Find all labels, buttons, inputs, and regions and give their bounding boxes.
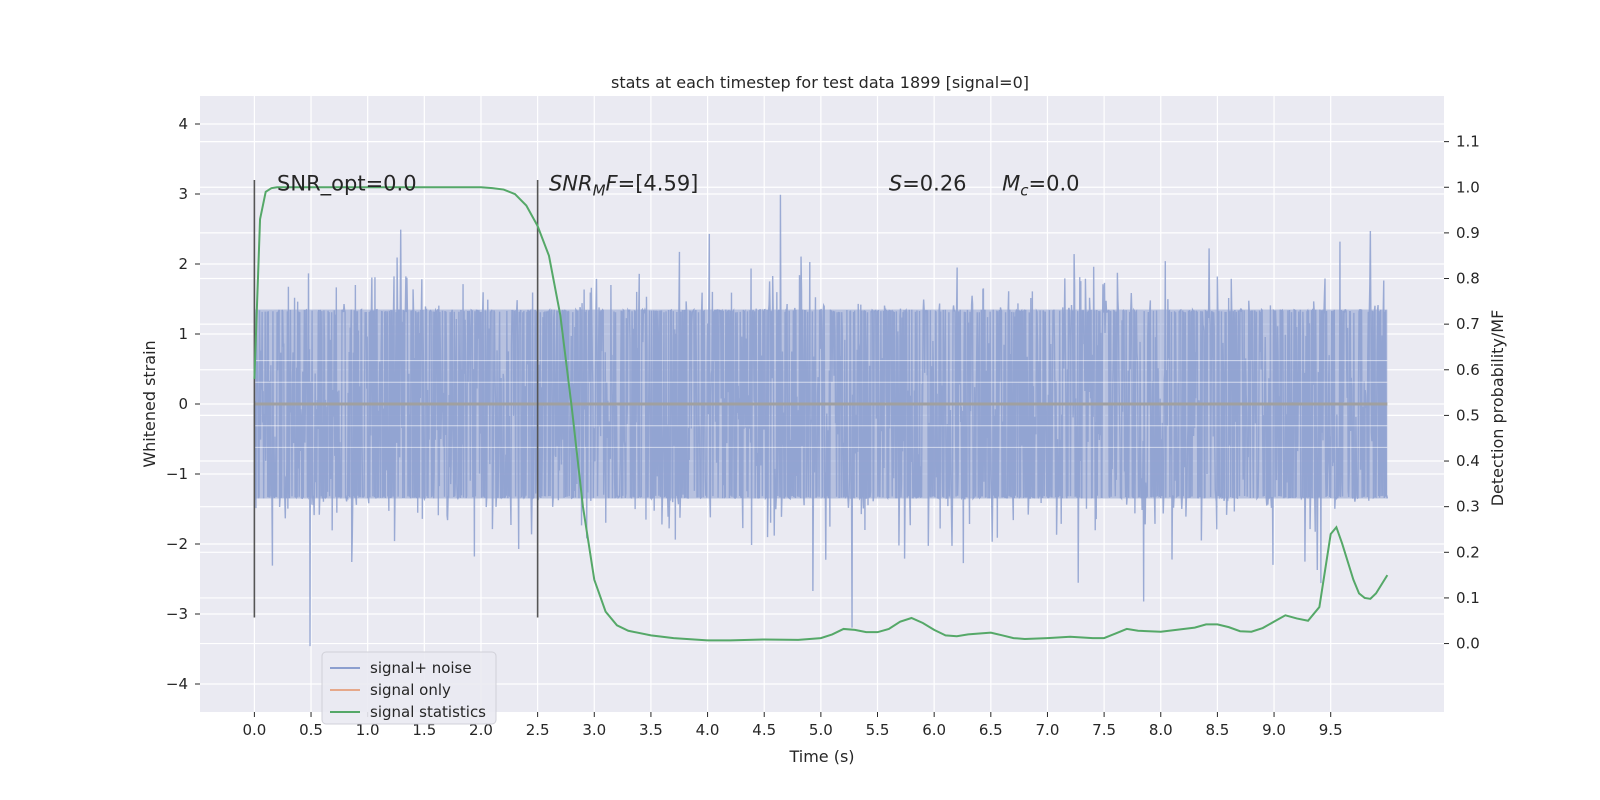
series-signal-statistics bbox=[253, 186, 1389, 642]
y-tick-label: −4 bbox=[166, 675, 188, 693]
y-right-tick-label: 0.1 bbox=[1456, 589, 1480, 607]
x-tick-label: 6.5 bbox=[979, 721, 1003, 739]
x-tick-label: 3.0 bbox=[582, 721, 606, 739]
y-right-tick-label: 0.2 bbox=[1456, 543, 1480, 561]
axes: 0.0 0.5 1.0 1.5 2.0 2.5 3.0 3.5 4.0 4.5 5.0 5.5 6.0 6… bbox=[140, 73, 1507, 766]
y-tick-label: 4 bbox=[178, 115, 188, 133]
legend-label: signal only bbox=[370, 681, 451, 699]
x-axis-label: Time (s) bbox=[788, 747, 854, 766]
y-right-tick-label: 0.5 bbox=[1456, 406, 1480, 424]
x-tick-label: 7.0 bbox=[1036, 721, 1060, 739]
y-tick-label: −3 bbox=[166, 605, 188, 623]
annotation-snr-opt: SNR_opt=0.0 bbox=[277, 172, 417, 197]
x-tick-label: 3.5 bbox=[639, 721, 663, 739]
y-right-tick-label: 0.3 bbox=[1456, 498, 1480, 516]
annotation-snr-mf: SNRMF=[4.59] bbox=[549, 172, 698, 200]
legend-label: signal+ noise bbox=[370, 659, 472, 677]
y-right-tick-label: 0.8 bbox=[1456, 270, 1480, 288]
x-tick-label: 6.0 bbox=[922, 721, 946, 739]
y-tick-label: 1 bbox=[178, 325, 188, 343]
plot-area: SNR_opt=0.0 SNRMF=[4.59] S=0.26 Mc=0.0 bbox=[253, 172, 1389, 647]
x-tick-label: 2.5 bbox=[526, 721, 550, 739]
y-tick-label: 0 bbox=[178, 395, 188, 413]
y-axis-label: Whitened strain bbox=[140, 340, 159, 467]
y-right-tick-label: 1.0 bbox=[1456, 178, 1480, 196]
legend-box bbox=[321, 651, 497, 725]
x-tick-label: 4.0 bbox=[696, 721, 720, 739]
y-tick-label: 3 bbox=[178, 185, 188, 203]
x-tick-label: 4.5 bbox=[752, 721, 776, 739]
y-right-tick-label: 0.4 bbox=[1456, 452, 1480, 470]
y-right-tick-label: 1.1 bbox=[1456, 133, 1480, 151]
y-right-axis-label: Detection probability/MF bbox=[1488, 310, 1507, 507]
x-tick-label: 1.0 bbox=[356, 721, 380, 739]
legend: signal+ noise signal only signal statistic… bbox=[321, 651, 497, 725]
legend-label: signal statistics bbox=[370, 703, 486, 721]
y-tick-label: −2 bbox=[166, 535, 188, 553]
x-tick-label: 8.0 bbox=[1149, 721, 1173, 739]
x-tick-label: 0.5 bbox=[299, 721, 323, 739]
y-tick-label: −1 bbox=[166, 465, 188, 483]
y-right-tick-label: 0.9 bbox=[1456, 224, 1480, 242]
annotation-mc: Mc=0.0 bbox=[1002, 172, 1079, 200]
annotation-s: S=0.26 bbox=[889, 172, 967, 196]
x-tick-label: 5.5 bbox=[866, 721, 890, 739]
y-right-tick-label: 0.7 bbox=[1456, 315, 1480, 333]
x-tick-label: 1.5 bbox=[412, 721, 436, 739]
x-tick-label: 2.0 bbox=[469, 721, 493, 739]
chart-title: stats at each timestep for test data 189… bbox=[611, 73, 1029, 92]
x-tick-label: 8.5 bbox=[1205, 721, 1229, 739]
x-tick-label: 0.0 bbox=[242, 721, 266, 739]
x-tick-label: 5.0 bbox=[809, 721, 833, 739]
y-right-tick-label: 0.6 bbox=[1456, 361, 1480, 379]
x-tick-label: 9.0 bbox=[1262, 721, 1286, 739]
y-right-tick-label: 0.0 bbox=[1456, 635, 1480, 653]
x-tick-label: 7.5 bbox=[1092, 721, 1116, 739]
x-tick-label: 9.5 bbox=[1319, 721, 1343, 739]
y-tick-label: 2 bbox=[178, 255, 188, 273]
